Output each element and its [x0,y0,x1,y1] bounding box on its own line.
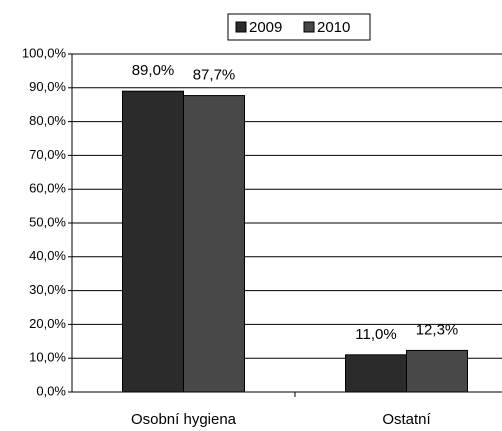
legend-swatch [235,21,247,33]
value-label: 11,0% [355,326,396,343]
legend-label: 2009 [249,19,282,36]
bar [183,95,245,393]
y-tick-label: 20,0% [29,316,66,331]
y-tick-label: 10,0% [29,350,66,365]
y-tick-label: 40,0% [29,248,66,263]
value-label: 87,7% [193,67,236,84]
value-label: 12,3% [416,321,459,338]
y-tick-label: 30,0% [29,282,66,297]
y-tick-label: 50,0% [29,214,66,229]
y-tick-label: 70,0% [29,147,66,162]
y-tick-label: 0,0% [36,383,66,398]
bar [345,354,407,393]
y-tick-label: 80,0% [29,113,66,128]
y-tick-label: 100,0% [22,45,67,60]
x-tick-label: Ostatní [382,411,431,428]
x-tick-label: Osobní hygiena [131,411,237,428]
bar [406,349,468,393]
value-label: 89,0% [132,62,175,79]
legend-box [227,13,371,41]
legend-swatch [303,21,315,33]
y-tick-label: 90,0% [29,79,66,94]
y-tick-label: 60,0% [29,181,66,196]
legend-label: 2010 [317,19,350,36]
bar [122,90,184,393]
